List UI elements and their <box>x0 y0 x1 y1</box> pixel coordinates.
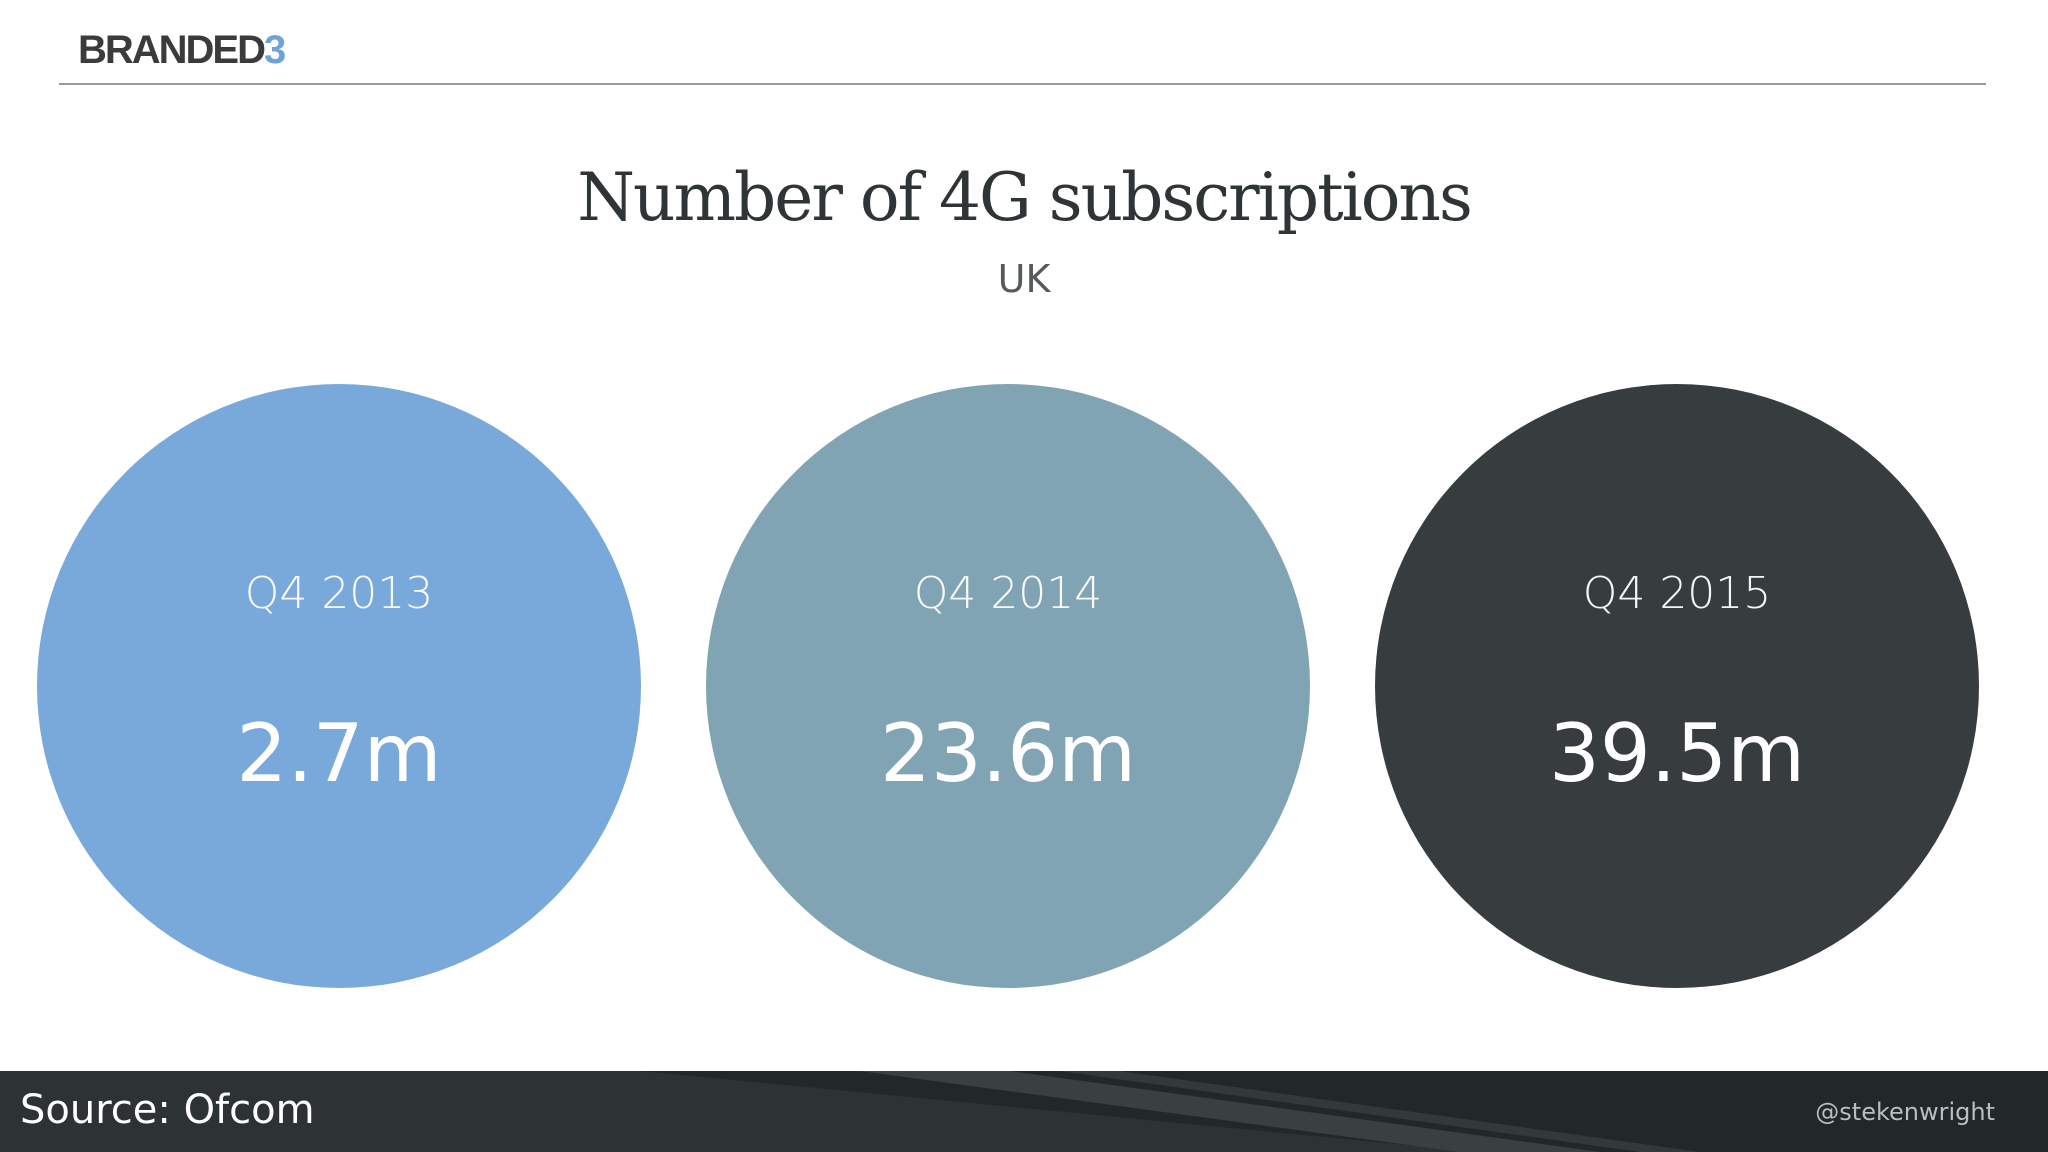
footer-stripes-decoration <box>640 1071 2048 1152</box>
footer-bar: Source: Ofcom @stekenwright <box>0 1071 2048 1152</box>
stat-value: 23.6m <box>879 707 1137 800</box>
stat-value: 2.7m <box>236 707 442 800</box>
author-handle: @stekenwright <box>1815 1098 1995 1126</box>
header-divider <box>59 83 1986 85</box>
logo-accent: 3 <box>264 28 286 72</box>
stat-value: 39.5m <box>1548 707 1806 800</box>
stat-circle-q4-2013: Q4 2013 2.7m <box>37 384 641 988</box>
stat-circle-q4-2015: Q4 2015 39.5m <box>1375 384 1979 988</box>
stat-period: Q4 2015 <box>1582 568 1772 619</box>
brand-logo: BRANDED3 <box>78 26 286 74</box>
slide-title: Number of 4G subscriptions <box>577 159 1473 236</box>
slide-subtitle: UK <box>997 257 1051 301</box>
stat-circle-q4-2014: Q4 2014 23.6m <box>706 384 1310 988</box>
stat-period: Q4 2013 <box>244 568 434 619</box>
source-label: Source: Ofcom <box>20 1087 315 1133</box>
stat-period: Q4 2014 <box>913 568 1103 619</box>
logo-text: BRANDED <box>78 28 266 72</box>
